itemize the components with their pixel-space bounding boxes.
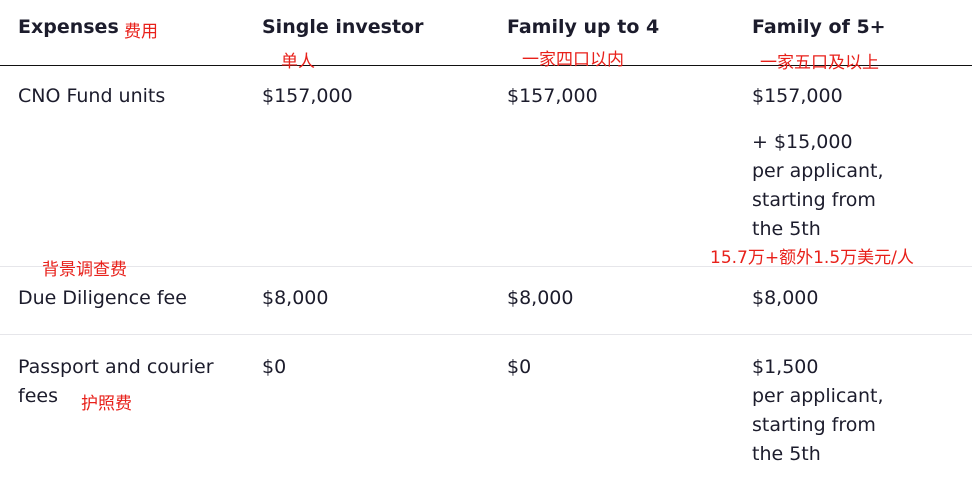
cell-family5-line: the 5th	[752, 443, 821, 465]
annotation-family5: 一家五口及以上	[760, 53, 879, 73]
row-label: Due Diligence fee	[18, 287, 187, 309]
header-divider	[0, 65, 972, 66]
row-label-line: fees	[18, 385, 58, 407]
cell-single: $8,000	[262, 287, 329, 309]
cell-family4: $157,000	[507, 85, 598, 107]
cell-family5-extra-line: + $15,000	[752, 131, 853, 153]
annotation-expenses: 费用	[124, 22, 158, 42]
cell-single: $157,000	[262, 85, 353, 107]
cell-single: $0	[262, 356, 287, 378]
annotation-due-diligence: 背景调查费	[42, 260, 127, 280]
annotation-single: 单人	[281, 52, 315, 72]
row-label-line: Passport and courier	[18, 356, 214, 378]
row-divider	[0, 266, 972, 267]
cell-family5-extra-line: starting from	[752, 189, 876, 211]
cell-family4: $0	[507, 356, 532, 378]
header-expenses: Expenses	[18, 16, 119, 38]
cell-family5: $157,000	[752, 85, 843, 107]
annotation-passport: 护照费	[81, 394, 132, 414]
cell-family5-line: starting from	[752, 414, 876, 436]
cell-family5-line: per applicant,	[752, 385, 884, 407]
annotation-fund-total: 15.7万+额外1.5万美元/人	[710, 248, 914, 268]
cell-family4: $8,000	[507, 287, 574, 309]
row-label: CNO Fund units	[18, 85, 166, 107]
header-family-of-5-plus: Family of 5+	[752, 16, 886, 38]
cell-family5-extra-line: per applicant,	[752, 160, 884, 182]
header-single-investor: Single investor	[262, 16, 424, 38]
annotation-family4: 一家四口以内	[522, 50, 624, 70]
cell-family5-extra-line: the 5th	[752, 218, 821, 240]
cell-family5-line: $1,500	[752, 356, 819, 378]
header-family-up-to-4: Family up to 4	[507, 16, 660, 38]
row-divider	[0, 334, 972, 335]
cell-family5: $8,000	[752, 287, 819, 309]
